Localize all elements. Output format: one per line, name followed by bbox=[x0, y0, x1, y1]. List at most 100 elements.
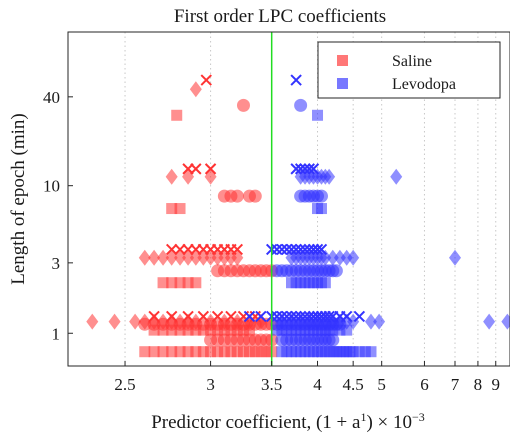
x-marker bbox=[276, 310, 288, 323]
x-marker bbox=[225, 310, 237, 323]
x-marker bbox=[255, 310, 267, 323]
y-tick-label: 3 bbox=[52, 254, 61, 273]
square-marker bbox=[315, 203, 327, 215]
square-marker bbox=[359, 346, 371, 358]
x-marker bbox=[299, 310, 311, 323]
x-marker bbox=[276, 243, 288, 256]
x-marker bbox=[303, 163, 315, 175]
diamond-marker bbox=[218, 313, 231, 330]
square-marker bbox=[157, 346, 169, 358]
square-marker bbox=[365, 346, 377, 358]
x-marker bbox=[285, 243, 298, 256]
diamond-marker bbox=[326, 249, 339, 266]
square-marker bbox=[347, 346, 359, 358]
x-marker bbox=[303, 243, 315, 256]
square-marker bbox=[225, 346, 237, 358]
square-marker bbox=[174, 346, 186, 358]
square-marker bbox=[237, 346, 249, 358]
x-marker bbox=[190, 163, 202, 175]
diamond-marker bbox=[86, 313, 99, 330]
square-marker bbox=[243, 346, 255, 358]
x-marker bbox=[271, 243, 283, 256]
x-marker bbox=[197, 310, 210, 323]
x-marker bbox=[307, 163, 320, 175]
diamond-marker bbox=[340, 313, 353, 330]
square-marker bbox=[249, 346, 261, 358]
x-marker bbox=[290, 163, 302, 175]
x-tick-label: 3.5 bbox=[261, 375, 282, 394]
diamond-marker bbox=[148, 249, 161, 266]
diamond-marker bbox=[449, 249, 462, 266]
diamond-marker bbox=[157, 313, 170, 330]
x-marker bbox=[231, 243, 244, 256]
x-marker bbox=[340, 310, 353, 323]
x-marker bbox=[165, 243, 178, 256]
diamond-marker bbox=[483, 313, 496, 330]
diamond-marker bbox=[364, 313, 377, 330]
diamond-marker bbox=[182, 313, 195, 330]
x-marker bbox=[303, 310, 315, 323]
x-marker bbox=[211, 310, 224, 323]
diamond-marker bbox=[138, 249, 151, 266]
diamond-marker bbox=[165, 313, 178, 330]
diamond-marker bbox=[148, 313, 161, 330]
diamond-marker bbox=[129, 313, 142, 330]
diamond-marker bbox=[174, 313, 187, 330]
y-tick-label: 10 bbox=[43, 177, 60, 196]
chart-title: First order LPC coefficients bbox=[174, 6, 386, 27]
square-marker bbox=[166, 203, 178, 215]
square-marker bbox=[218, 346, 230, 358]
legend-saline-marker bbox=[337, 55, 348, 66]
square-marker bbox=[190, 277, 202, 289]
x-marker bbox=[165, 310, 178, 323]
x-tick-label: 9 bbox=[491, 375, 500, 394]
x-marker bbox=[299, 163, 311, 175]
x-marker bbox=[204, 163, 217, 175]
diamond-marker bbox=[347, 313, 360, 330]
square-marker bbox=[212, 346, 224, 358]
diamond-marker bbox=[138, 313, 151, 330]
square-marker bbox=[166, 277, 178, 289]
circle-marker bbox=[248, 189, 262, 203]
x-marker bbox=[311, 243, 324, 256]
square-marker bbox=[341, 324, 353, 336]
square-marker bbox=[197, 346, 209, 358]
x-marker bbox=[315, 243, 328, 256]
square-marker bbox=[139, 346, 151, 358]
square-marker bbox=[174, 277, 186, 289]
diamond-marker bbox=[333, 249, 346, 266]
diamond-marker bbox=[333, 313, 346, 330]
x-tick-label: 5 bbox=[377, 375, 386, 394]
square-marker bbox=[174, 203, 186, 215]
x-marker bbox=[281, 243, 293, 256]
x-marker bbox=[294, 310, 307, 323]
diamond-marker bbox=[108, 313, 121, 330]
diamond-marker bbox=[254, 313, 267, 330]
x-marker bbox=[243, 310, 256, 323]
square-marker bbox=[353, 346, 365, 358]
circle-marker bbox=[230, 189, 244, 203]
circle-marker bbox=[236, 98, 250, 112]
x-marker bbox=[271, 310, 283, 323]
diamond-marker bbox=[390, 168, 403, 185]
diamond-marker bbox=[501, 313, 510, 330]
series-levodopa bbox=[243, 74, 510, 358]
square-marker bbox=[148, 346, 160, 358]
y-tick-label: 1 bbox=[52, 324, 61, 343]
x-marker bbox=[353, 310, 366, 323]
circle-marker bbox=[326, 333, 340, 347]
x-marker bbox=[294, 243, 307, 256]
x-axis-ticks: 2.5 3 3.5 4 4.5 5 6 7 8 9 bbox=[114, 361, 500, 394]
diamond-marker bbox=[165, 168, 178, 185]
legend-box bbox=[317, 41, 501, 99]
diamond-marker bbox=[373, 313, 386, 330]
x-tick-label: 6 bbox=[420, 375, 429, 394]
x-marker bbox=[323, 310, 335, 323]
square-marker bbox=[182, 346, 194, 358]
x-marker bbox=[290, 243, 302, 256]
diamond-marker bbox=[189, 81, 202, 98]
y-axis-label: Length of epoch (min) bbox=[8, 113, 29, 284]
x-tick-label: 2.5 bbox=[114, 375, 135, 394]
y-tick-label: 40 bbox=[43, 88, 60, 107]
